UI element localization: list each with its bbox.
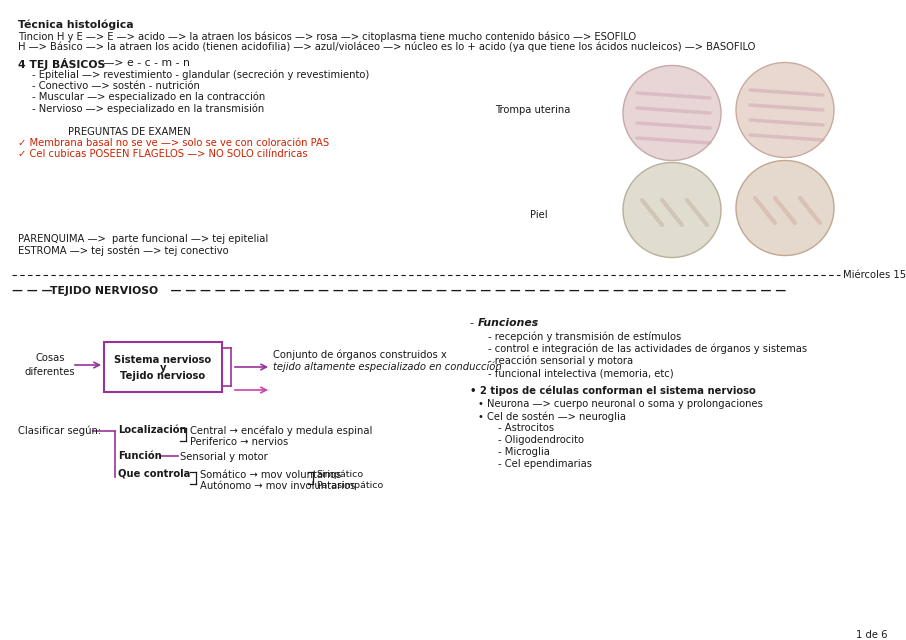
Text: 4 TEJ BÁSICOS: 4 TEJ BÁSICOS — [18, 58, 105, 70]
Text: Técnica histológica: Técnica histológica — [18, 20, 133, 31]
Text: 1 de 6: 1 de 6 — [856, 630, 888, 640]
Text: ESTROMA —> tej sostén —> tej conectivo: ESTROMA —> tej sostén —> tej conectivo — [18, 245, 228, 255]
Text: Trompa uterina: Trompa uterina — [495, 105, 571, 115]
Text: Sistema nervioso: Sistema nervioso — [114, 355, 212, 365]
Text: • Neurona —> cuerpo neuronal o soma y prolongaciones: • Neurona —> cuerpo neuronal o soma y pr… — [478, 399, 763, 409]
Ellipse shape — [736, 63, 834, 157]
Text: Conjunto de órganos construidos x: Conjunto de órganos construidos x — [273, 350, 447, 360]
Text: - Epitelial —> revestimiento - glandular (secreción y revestimiento): - Epitelial —> revestimiento - glandular… — [32, 70, 370, 81]
Text: Que controla: Que controla — [118, 469, 190, 479]
Text: Funciones: Funciones — [478, 318, 539, 328]
Text: Autónomo → mov involuntarios: Autónomo → mov involuntarios — [200, 481, 355, 491]
Text: Simpático: Simpático — [316, 470, 363, 479]
Text: :: : — [534, 318, 537, 328]
Text: Somático → mov voluntarios: Somático → mov voluntarios — [200, 470, 342, 480]
Text: • Cel de sostén —> neuroglia: • Cel de sostén —> neuroglia — [478, 411, 626, 422]
Text: Piel: Piel — [530, 210, 547, 220]
Text: — — — — — — — — — — — — — — — — — — — — — — — — — — — — — — — — — — — — — — — — : — — — — — — — — — — — — — — — — — — — — … — [163, 286, 786, 296]
Text: - Nervioso —> especializado en la transmisión: - Nervioso —> especializado en la transm… — [32, 103, 265, 113]
Text: Miércoles 15 de agosto — — —: Miércoles 15 de agosto — — — — [843, 269, 906, 280]
Text: - reacción sensorial y motora: - reacción sensorial y motora — [488, 356, 633, 367]
Ellipse shape — [623, 65, 721, 161]
Text: y: y — [159, 363, 166, 373]
Text: Localización: Localización — [118, 425, 187, 435]
Text: - recepción y transmisión de estímulos: - recepción y transmisión de estímulos — [488, 332, 681, 342]
Text: H —> Básico —> la atraen los acido (tienen acidofilia) —> azul/violáceo —> núcle: H —> Básico —> la atraen los acido (tien… — [18, 41, 756, 51]
Text: Parasimpático: Parasimpático — [316, 481, 383, 490]
Text: Clasificar según:: Clasificar según: — [18, 425, 101, 435]
Text: - control e integración de las actividades de órganos y sistemas: - control e integración de las actividad… — [488, 344, 807, 355]
Text: ✓ Membrana basal no se ve —> solo se ve con coloración PAS: ✓ Membrana basal no se ve —> solo se ve … — [18, 138, 329, 148]
Text: Tejido nervioso: Tejido nervioso — [120, 371, 206, 381]
Text: Sensorial y motor: Sensorial y motor — [180, 452, 268, 462]
Text: Función: Función — [118, 451, 162, 461]
Text: PREGUNTAS DE EXAMEN: PREGUNTAS DE EXAMEN — [68, 127, 191, 137]
Text: Periferico → nervios: Periferico → nervios — [190, 437, 288, 447]
Text: Central → encéfalo y medula espinal: Central → encéfalo y medula espinal — [190, 426, 372, 436]
Text: ✓ Cel cubicas POSEEN FLAGELOS —> NO SOLO cilíndricas: ✓ Cel cubicas POSEEN FLAGELOS —> NO SOLO… — [18, 149, 308, 159]
Text: - Oligodendrocito: - Oligodendrocito — [498, 435, 584, 445]
Ellipse shape — [623, 163, 721, 257]
Text: —> e - c - m - n: —> e - c - m - n — [100, 58, 190, 68]
FancyBboxPatch shape — [104, 342, 222, 392]
Text: — — —: — — — — [12, 286, 60, 296]
Text: - Astrocitos: - Astrocitos — [498, 423, 554, 433]
Ellipse shape — [736, 161, 834, 255]
Text: Cosas
diferentes: Cosas diferentes — [24, 353, 75, 376]
Text: tejido altamente especializado en conducción: tejido altamente especializado en conduc… — [273, 361, 502, 371]
Text: TEJIDO NERVIOSO: TEJIDO NERVIOSO — [50, 286, 159, 296]
Text: -: - — [470, 318, 477, 328]
Text: - funcional intelectiva (memoria, etc): - funcional intelectiva (memoria, etc) — [488, 368, 674, 378]
Text: - Muscular —> especializado en la contracción: - Muscular —> especializado en la contra… — [32, 92, 265, 102]
Text: - Conectivo —> sostén - nutrición: - Conectivo —> sostén - nutrición — [32, 81, 200, 91]
Text: - Microglia: - Microglia — [498, 447, 550, 457]
Text: PARENQUIMA —>  parte funcional —> tej epitelial: PARENQUIMA —> parte funcional —> tej epi… — [18, 234, 268, 244]
Text: Tincion H y E —> E —> acido —> la atraen los básicos —> rosa —> citoplasma tiene: Tincion H y E —> E —> acido —> la atraen… — [18, 31, 636, 42]
Text: • 2 tipos de células conforman el sistema nervioso: • 2 tipos de células conforman el sistem… — [470, 386, 756, 397]
Text: - Cel ependimarias: - Cel ependimarias — [498, 459, 592, 469]
